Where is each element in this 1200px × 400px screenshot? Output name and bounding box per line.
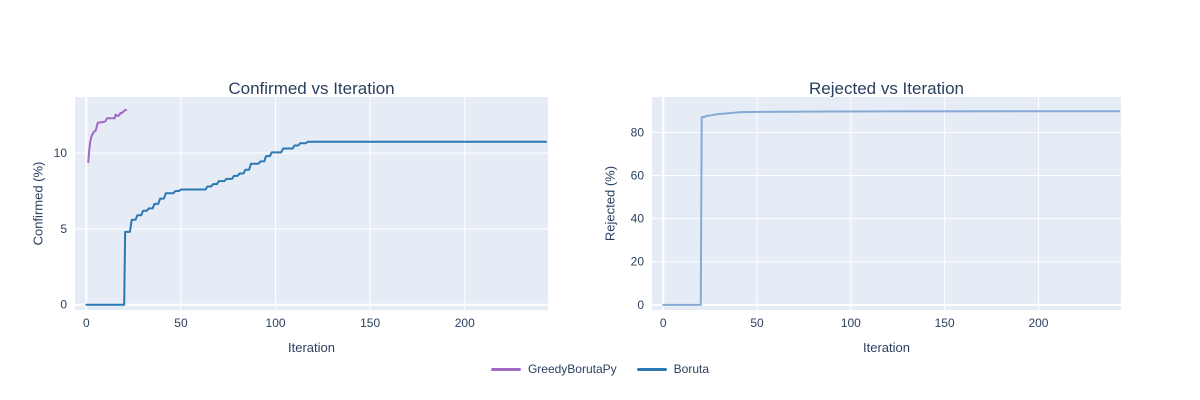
legend-label: GreedyBorutaPy bbox=[527, 362, 617, 376]
y-tick-label: 0 bbox=[60, 298, 67, 312]
x-tick-label: 200 bbox=[1028, 316, 1048, 330]
series-boruta[interactable] bbox=[85, 140, 548, 306]
plot-background[interactable] bbox=[652, 97, 1121, 310]
plot-area-confirmed[interactable]: 0 50 100 150 200 0 5 10 bbox=[54, 97, 548, 330]
legend-item-boruta[interactable]: Boruta bbox=[636, 362, 710, 376]
x-axis-title-rejected: Iteration bbox=[863, 340, 910, 355]
y-tick-label: 5 bbox=[60, 222, 67, 236]
legend-label: Boruta bbox=[673, 362, 710, 376]
x-tick-label: 150 bbox=[360, 316, 380, 330]
y-tick-label: 0 bbox=[637, 298, 644, 312]
x-tick-label: 50 bbox=[750, 316, 764, 330]
legend-line-swatch-blue bbox=[636, 367, 667, 371]
y-tick-label: 80 bbox=[631, 125, 645, 139]
y-tick-label: 10 bbox=[54, 146, 68, 160]
x-tick-label: 100 bbox=[266, 316, 286, 330]
legend-line-swatch-purple bbox=[490, 367, 521, 371]
y-axis-title-rejected: Rejected (%) bbox=[602, 165, 618, 242]
chart-title-rejected: Rejected vs Iteration bbox=[809, 79, 964, 98]
series-greedyborutapy[interactable] bbox=[87, 108, 128, 164]
y-tick-label: 20 bbox=[631, 255, 645, 269]
chart-title-confirmed: Confirmed vs Iteration bbox=[228, 79, 395, 98]
x-tick-label: 150 bbox=[935, 316, 955, 330]
x-axis-title-confirmed: Iteration bbox=[288, 340, 335, 355]
x-tick-label: 0 bbox=[660, 316, 667, 330]
plot-area-rejected[interactable]: 0 50 100 150 200 0 20 40 60 80 bbox=[631, 97, 1121, 330]
legend-item-greedyborutapy[interactable]: GreedyBorutaPy bbox=[490, 362, 617, 376]
y-tick-label: 40 bbox=[631, 212, 645, 226]
y-axis-title-confirmed: Confirmed (%) bbox=[30, 161, 46, 246]
y-tick-label: 60 bbox=[631, 168, 645, 182]
series-boruta[interactable] bbox=[662, 110, 1121, 306]
x-tick-label: 0 bbox=[83, 316, 90, 330]
legend: GreedyBorutaPy Boruta bbox=[0, 362, 1200, 376]
x-tick-label: 200 bbox=[455, 316, 475, 330]
x-tick-label: 100 bbox=[841, 316, 861, 330]
plot-background[interactable] bbox=[75, 97, 548, 310]
x-tick-label: 50 bbox=[174, 316, 188, 330]
